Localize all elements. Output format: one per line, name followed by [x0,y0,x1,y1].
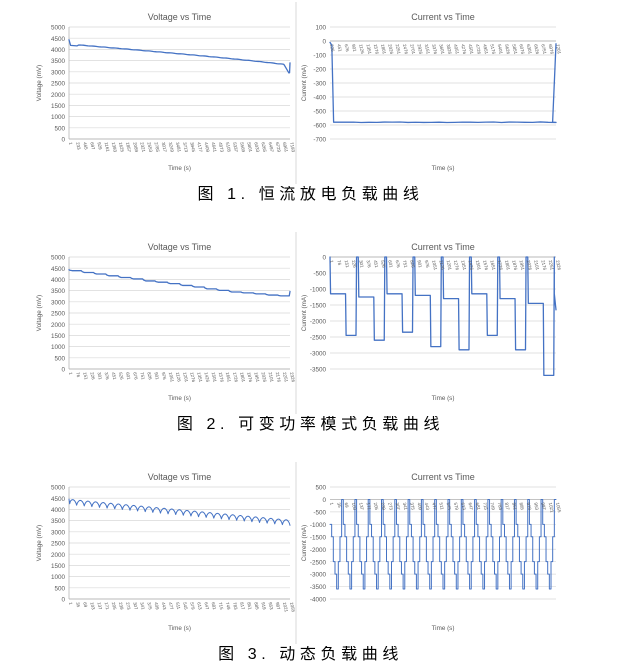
svg-text:Current vs Time: Current vs Time [411,472,475,482]
svg-text:2000: 2000 [51,552,66,559]
svg-text:3500: 3500 [51,518,66,525]
svg-text:4000: 4000 [51,277,66,284]
svg-text:0: 0 [61,367,65,374]
svg-text:0: 0 [322,255,326,262]
svg-text:Current (mA): Current (mA) [301,525,308,561]
svg-text:-3500: -3500 [310,367,327,374]
svg-text:3000: 3000 [51,529,66,536]
svg-text:1500: 1500 [51,333,66,340]
svg-text:500: 500 [54,585,65,592]
svg-text:2500: 2500 [51,81,66,88]
svg-text:Voltage (mV): Voltage (mV) [36,65,43,101]
svg-text:-700: -700 [313,137,326,144]
svg-text:500: 500 [54,355,65,362]
svg-text:-3000: -3000 [310,351,327,358]
svg-text:Time (s): Time (s) [168,625,191,632]
svg-text:-3000: -3000 [310,572,327,579]
svg-text:4000: 4000 [51,47,66,54]
svg-text:4500: 4500 [51,36,66,43]
svg-text:0: 0 [322,497,326,504]
svg-text:4500: 4500 [51,496,66,503]
svg-text:-1500: -1500 [310,303,327,310]
svg-text:2000: 2000 [51,92,66,99]
svg-text:-500: -500 [313,109,326,116]
svg-text:-500: -500 [313,271,326,278]
svg-text:-200: -200 [313,67,326,74]
svg-text:5000: 5000 [51,485,66,492]
svg-text:0: 0 [61,597,65,604]
svg-text:Voltage vs Time: Voltage vs Time [148,472,212,482]
svg-text:5000: 5000 [51,25,66,32]
svg-text:0: 0 [61,137,65,144]
svg-text:-500: -500 [313,509,326,516]
svg-text:4500: 4500 [51,266,66,273]
svg-text:3500: 3500 [51,58,66,65]
svg-text:-1000: -1000 [310,522,327,529]
svg-text:2500: 2500 [51,311,66,318]
svg-text:Current vs Time: Current vs Time [411,12,475,22]
svg-text:1500: 1500 [51,563,66,570]
svg-text:-600: -600 [313,123,326,130]
svg-text:1000: 1000 [51,574,66,581]
svg-text:Time (s): Time (s) [168,165,191,172]
svg-text:2500: 2500 [51,541,66,548]
svg-text:-2500: -2500 [310,559,327,566]
svg-text:-4000: -4000 [310,597,327,604]
svg-text:Current (mA): Current (mA) [301,65,308,101]
svg-text:-100: -100 [313,53,326,60]
svg-text:-3500: -3500 [310,584,327,591]
svg-text:-2000: -2000 [310,319,327,326]
svg-text:3500: 3500 [51,288,66,295]
svg-text:3000: 3000 [51,69,66,76]
svg-text:Voltage (mV): Voltage (mV) [36,525,43,561]
svg-text:4000: 4000 [51,507,66,514]
svg-text:Current vs Time: Current vs Time [411,242,475,252]
svg-text:500: 500 [315,485,326,492]
svg-text:-1500: -1500 [310,534,327,541]
svg-text:1000: 1000 [51,114,66,121]
svg-text:-2000: -2000 [310,547,327,554]
svg-text:Voltage vs Time: Voltage vs Time [148,12,212,22]
svg-text:-1000: -1000 [310,287,327,294]
svg-text:5000: 5000 [51,255,66,262]
svg-text:Voltage (mV): Voltage (mV) [36,295,43,331]
svg-text:-400: -400 [313,95,326,102]
svg-text:Voltage vs Time: Voltage vs Time [148,242,212,252]
svg-text:-2500: -2500 [310,335,327,342]
svg-text:Time (s): Time (s) [432,165,455,172]
svg-text:0: 0 [322,39,326,46]
svg-text:3000: 3000 [51,299,66,306]
svg-text:Time (s): Time (s) [432,625,455,632]
svg-text:500: 500 [54,125,65,132]
svg-text:1500: 1500 [51,103,66,110]
svg-text:Time (s): Time (s) [168,395,191,402]
svg-text:Time (s): Time (s) [432,395,455,402]
svg-text:1000: 1000 [51,344,66,351]
svg-text:-300: -300 [313,81,326,88]
svg-text:2000: 2000 [51,322,66,329]
svg-text:Current (mA): Current (mA) [301,295,308,331]
svg-text:100: 100 [315,25,326,32]
